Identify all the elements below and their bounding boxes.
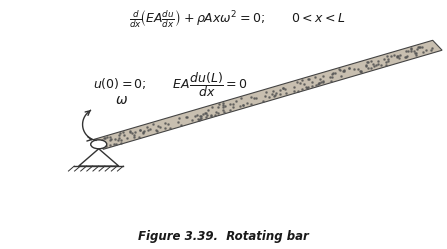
Polygon shape	[94, 40, 442, 149]
Text: $\omega$: $\omega$	[114, 93, 127, 107]
Text: $u(0) = 0; \qquad EA\dfrac{du(L)}{dx} = 0$: $u(0) = 0; \qquad EA\dfrac{du(L)}{dx} = …	[93, 70, 248, 99]
Circle shape	[91, 140, 107, 149]
Text: Figure 3.39.  Rotating bar: Figure 3.39. Rotating bar	[138, 230, 309, 243]
Text: $\frac{d}{dx}\!\left(EA\frac{du}{dx}\right) + \rho Ax\omega^2 = 0;\qquad 0 < x <: $\frac{d}{dx}\!\left(EA\frac{du}{dx}\rig…	[129, 8, 345, 30]
Polygon shape	[79, 149, 119, 166]
